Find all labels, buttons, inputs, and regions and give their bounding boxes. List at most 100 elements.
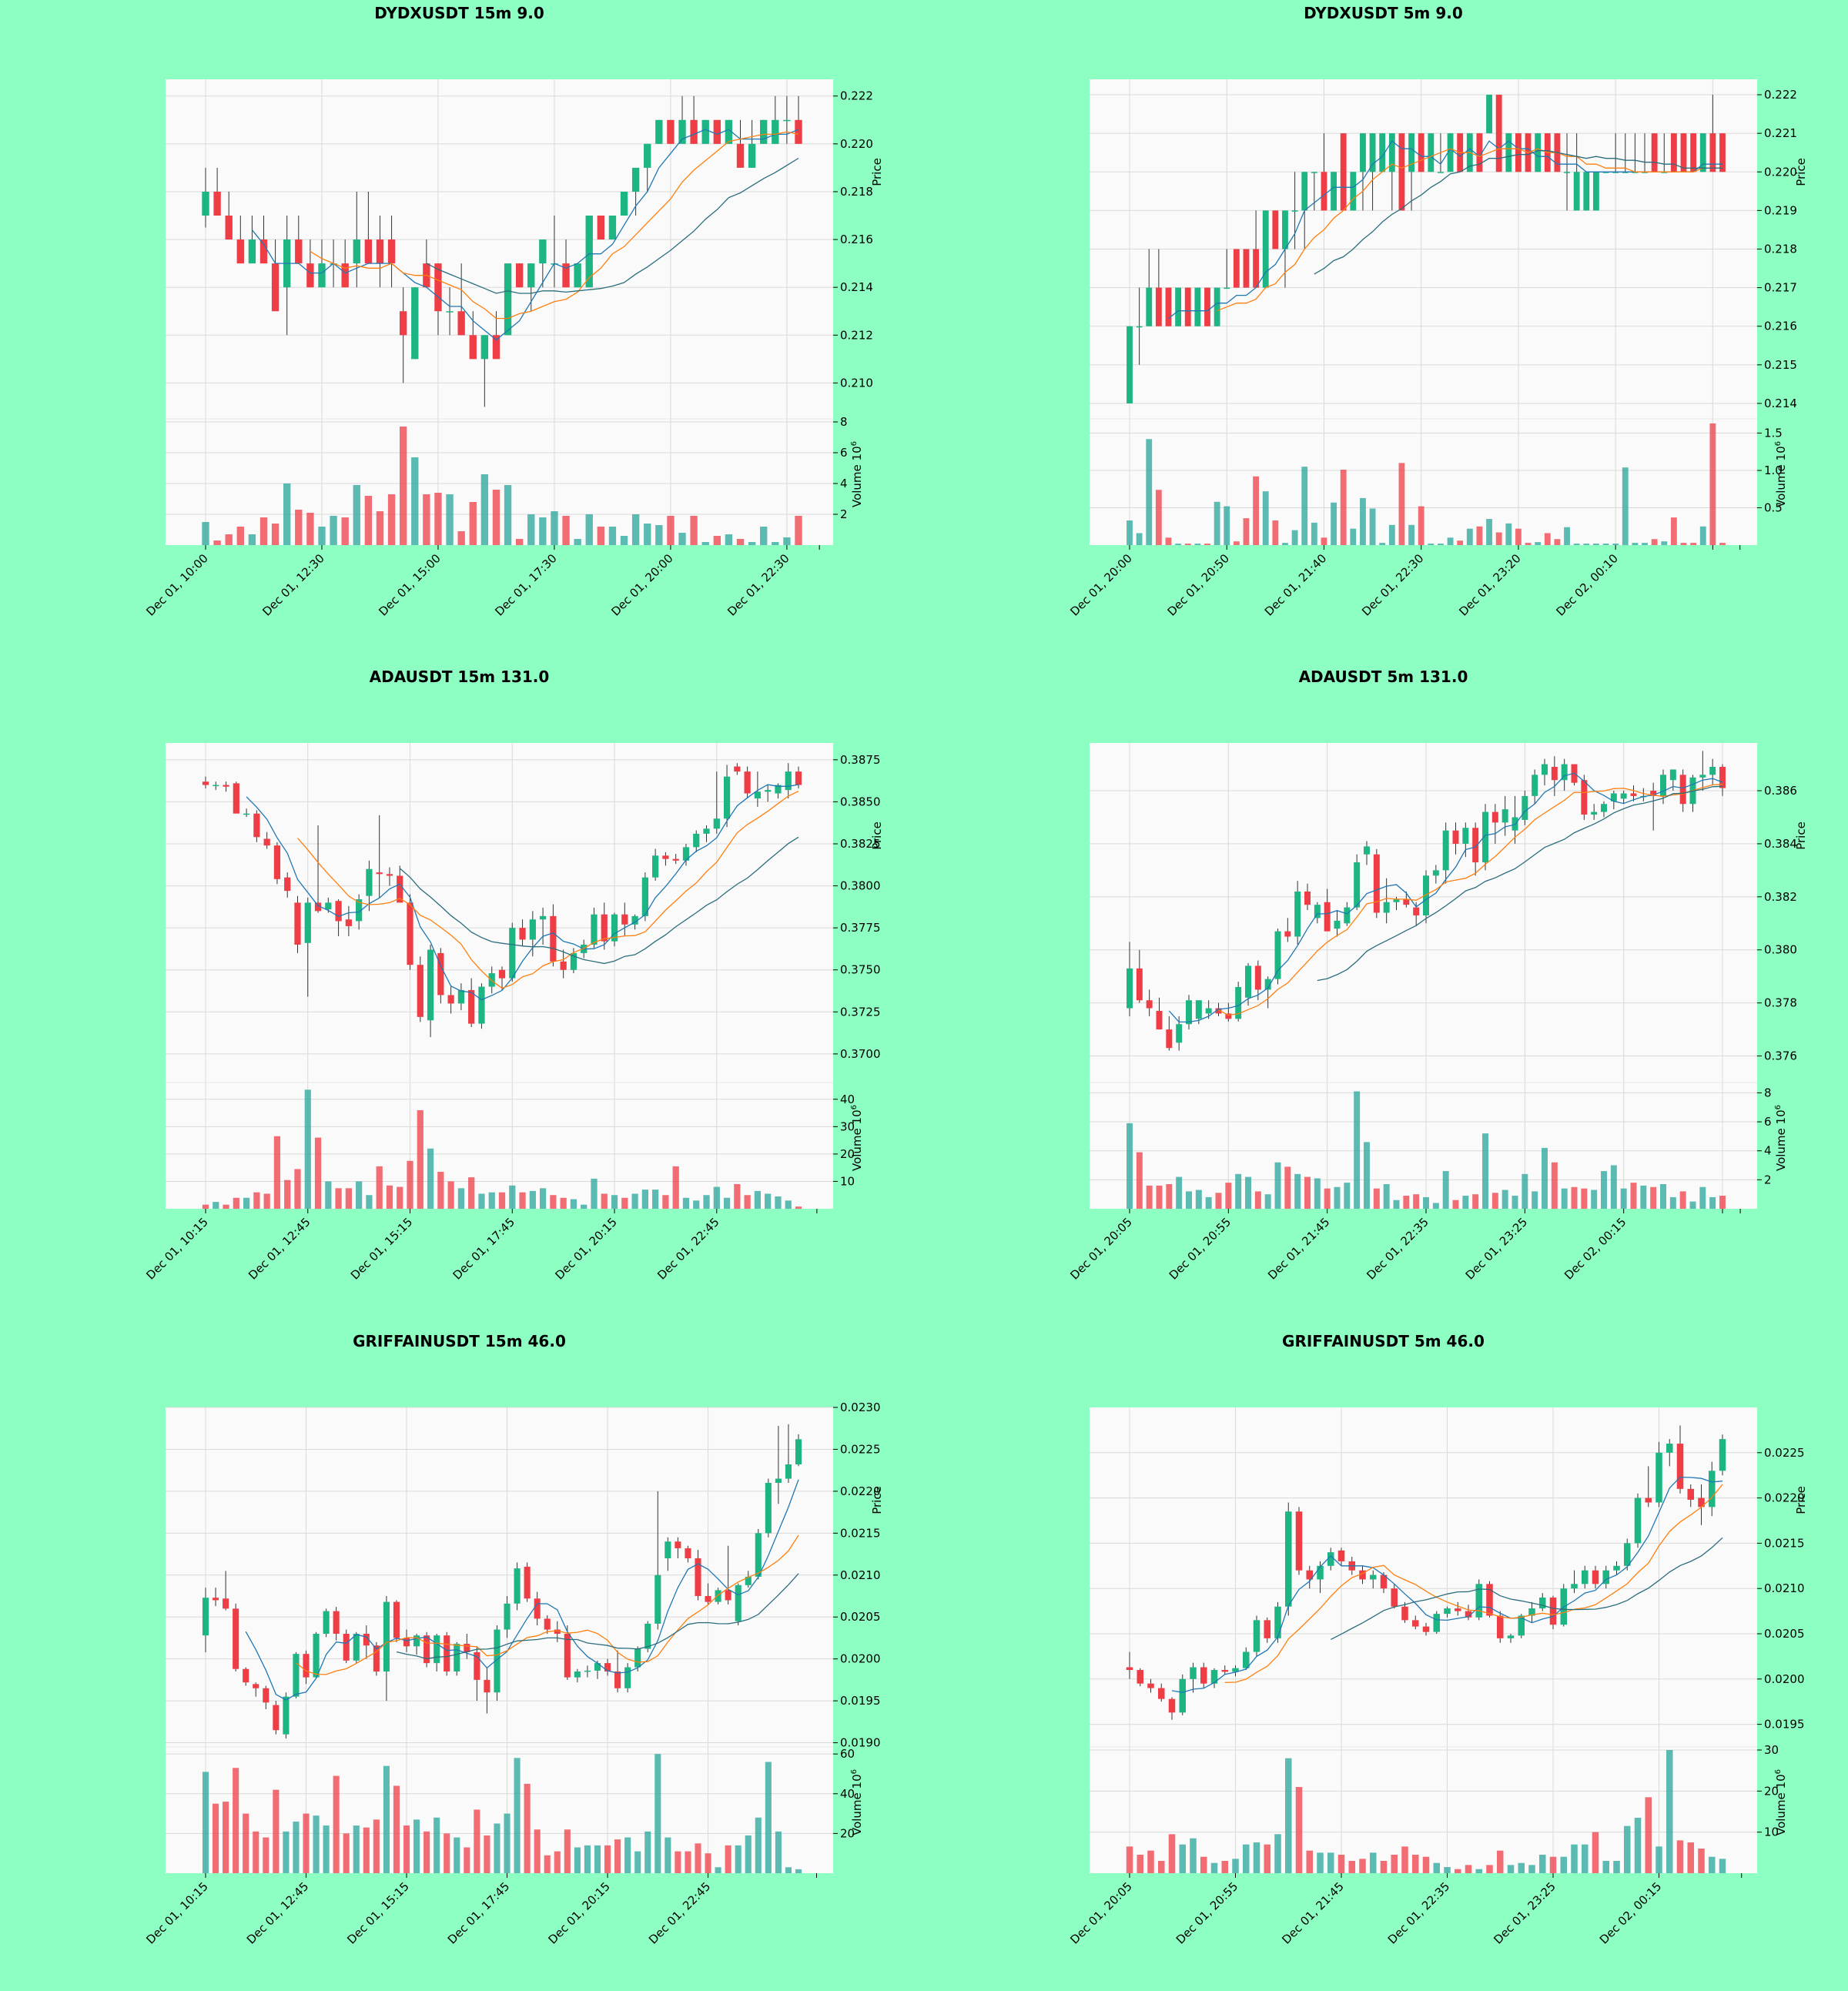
- volume-bar: [1137, 1855, 1144, 1873]
- volume-bar: [519, 1192, 526, 1209]
- candle-body: [1486, 95, 1492, 134]
- candle-body: [233, 783, 239, 814]
- candle-body: [1126, 1667, 1133, 1671]
- volume-tick-label: 2: [1764, 1173, 1772, 1186]
- candle-body: [259, 239, 268, 264]
- candle-body: [1210, 1670, 1218, 1684]
- time-tick-label: Dec 01, 15:15: [348, 1215, 415, 1282]
- moving-average-line: [396, 1573, 799, 1660]
- volume-bar: [386, 1185, 393, 1209]
- volume-bar: [434, 1817, 440, 1873]
- volume-tick-label: 2: [840, 507, 848, 521]
- candle-body: [1583, 172, 1590, 211]
- candle-body: [411, 287, 419, 360]
- volume-bar: [1274, 1834, 1281, 1873]
- volume-bar: [1666, 1750, 1673, 1873]
- volume-bar: [303, 1813, 310, 1873]
- candle-body: [1408, 133, 1414, 172]
- candle-body: [464, 1644, 470, 1652]
- volume-bar: [1321, 537, 1327, 545]
- candle-body: [284, 877, 291, 892]
- candle-body: [1551, 767, 1558, 781]
- price-tick-label: 0.214: [840, 280, 873, 294]
- candle-body: [1581, 1570, 1589, 1584]
- volume-bar: [1214, 501, 1220, 545]
- candle-body: [1571, 1584, 1578, 1589]
- volume-bar: [795, 1206, 802, 1209]
- volume-bar: [1482, 1133, 1488, 1209]
- volume-bar: [1127, 1123, 1133, 1209]
- volume-bar: [1340, 470, 1347, 545]
- candle-body: [363, 1634, 370, 1646]
- volume-bar: [1388, 524, 1395, 545]
- candle-body: [1623, 1543, 1631, 1566]
- volume-axis-label: Volume 106: [850, 1105, 864, 1171]
- candle-body: [213, 1598, 219, 1601]
- volume-bar: [353, 1825, 360, 1873]
- candle-body: [604, 1663, 611, 1671]
- volume-bar: [1254, 1191, 1261, 1209]
- volume-pane: [1090, 1083, 1757, 1209]
- candle-body: [775, 1478, 782, 1483]
- volume-bar: [1423, 1196, 1429, 1209]
- volume-bar: [725, 534, 733, 545]
- candle-body: [1719, 767, 1726, 788]
- candle-body: [1391, 1588, 1398, 1607]
- volume-exponent: 6: [850, 1769, 859, 1774]
- volume-bar: [1432, 1203, 1439, 1209]
- candle-body: [1515, 133, 1522, 172]
- candle-body: [760, 119, 768, 144]
- candle-body: [1699, 775, 1706, 778]
- volume-bar: [387, 494, 396, 545]
- chart-title: ADAUSDT 15m 131.0: [370, 668, 550, 686]
- volume-bar: [223, 1802, 229, 1873]
- candle-body: [364, 239, 373, 264]
- candle-body: [1602, 172, 1609, 173]
- volume-bar: [1225, 1183, 1232, 1209]
- candle-body: [1496, 1615, 1504, 1638]
- time-tick-label: Dec 01, 22:30: [725, 551, 792, 618]
- candle-body: [469, 335, 477, 360]
- volume-bar: [1544, 533, 1551, 545]
- price-tick-label: 0.0205: [840, 1610, 881, 1624]
- volume-bar: [591, 1178, 598, 1209]
- candle-body: [554, 1629, 561, 1634]
- candle-body: [1282, 210, 1288, 249]
- volume-bar: [682, 1197, 690, 1209]
- time-tick-label: Dec 01, 17:45: [450, 1215, 517, 1282]
- volume-bar: [1344, 1183, 1351, 1209]
- volume-bar: [701, 542, 709, 545]
- candle-body: [1291, 210, 1298, 212]
- volume-bar: [446, 494, 454, 545]
- volume-bar: [1491, 1193, 1498, 1209]
- volume-bar: [1620, 1188, 1627, 1209]
- volume-bar: [1495, 532, 1502, 545]
- candle-body: [1215, 1008, 1222, 1014]
- candle-body: [1321, 172, 1327, 211]
- candle-body: [434, 1635, 440, 1664]
- volume-bar: [1331, 502, 1337, 545]
- volume-bar: [570, 1199, 578, 1209]
- volume-bar: [1709, 423, 1716, 545]
- moving-average-line: [1217, 148, 1722, 312]
- time-tick-label: Dec 01, 20:05: [1067, 1215, 1134, 1282]
- volume-bar: [399, 427, 407, 545]
- volume-bar: [1630, 1183, 1637, 1209]
- time-tick-label: Dec 01, 21:45: [1279, 1879, 1346, 1946]
- volume-bar: [1127, 520, 1133, 545]
- moving-average-line: [1331, 1537, 1723, 1640]
- candle-body: [795, 1439, 802, 1465]
- volume-bar: [1613, 1861, 1620, 1873]
- candle-body: [690, 119, 698, 144]
- price-axis-label: Price: [1794, 821, 1808, 850]
- volume-bar: [1403, 1196, 1410, 1209]
- candle-body: [1679, 775, 1686, 805]
- volume-axis-label: Volume 106: [850, 441, 864, 507]
- candle-body: [1306, 1570, 1314, 1580]
- candle-body: [1491, 811, 1498, 823]
- volume-bar: [631, 514, 640, 545]
- volume-bar: [306, 513, 314, 545]
- volume-bar: [1186, 1191, 1192, 1209]
- price-tick-label: 0.384: [1764, 837, 1797, 851]
- candle-body: [283, 1696, 290, 1735]
